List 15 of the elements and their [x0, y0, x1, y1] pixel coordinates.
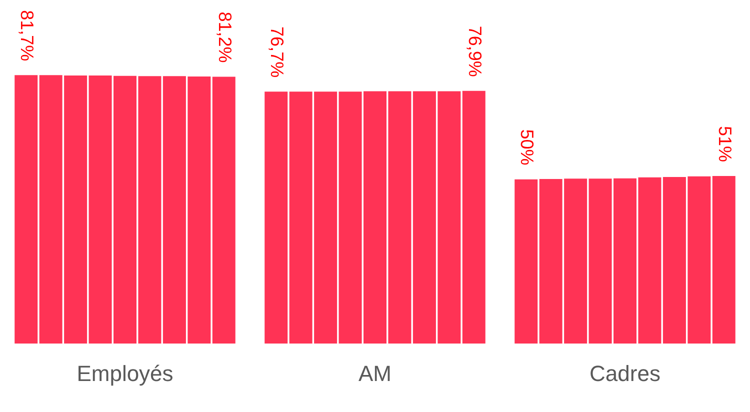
bar	[514, 179, 538, 344]
data-label: 81,2%	[214, 12, 235, 63]
bar	[14, 75, 38, 344]
bar	[212, 76, 236, 344]
bar	[462, 90, 486, 344]
x-tick-label: AM	[358, 360, 392, 386]
data-label: 81,7%	[17, 10, 38, 62]
bar	[712, 176, 736, 344]
x-tick-label: Employés	[76, 360, 174, 386]
data-label: 76,9%	[464, 26, 485, 77]
data-label: 51%	[714, 126, 735, 162]
x-tick-label: Cadres	[590, 360, 660, 386]
bar	[264, 92, 288, 344]
data-label: 76,7%	[267, 26, 288, 78]
data-label: 50%	[517, 129, 538, 166]
